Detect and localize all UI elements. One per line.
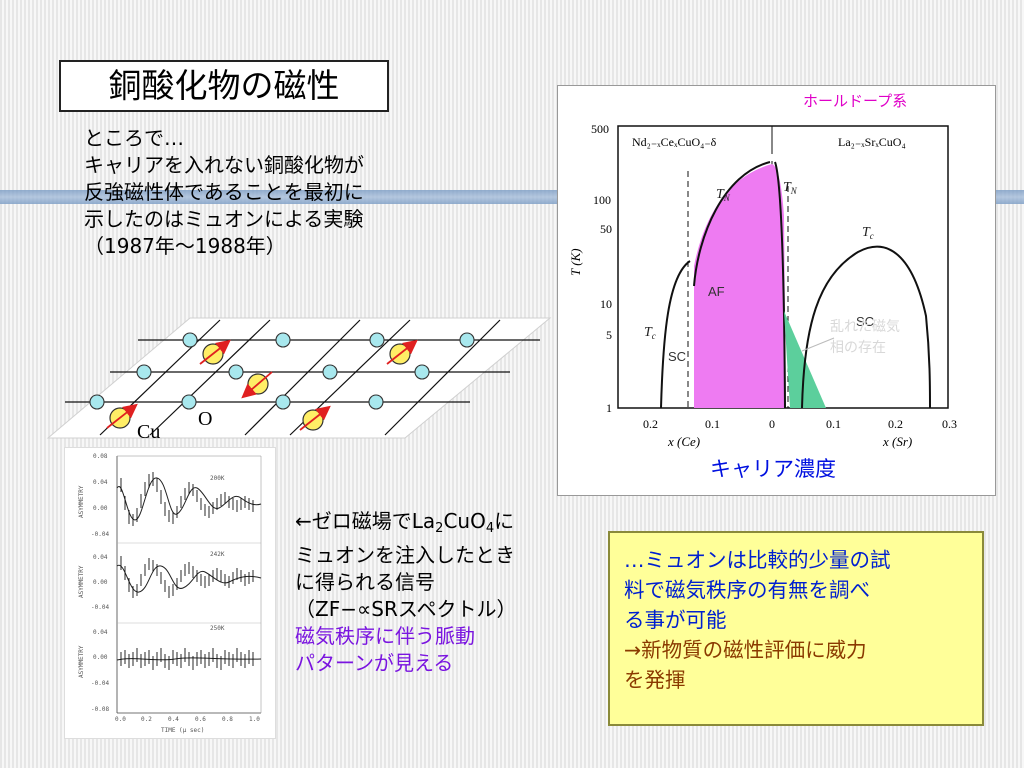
cu-atom (241, 371, 273, 399)
tick-label: 0.00 (93, 579, 108, 586)
x-tick: 0 (769, 417, 775, 431)
x-tick: 0.3 (942, 417, 957, 431)
x-right-axis-label: x (Sr) (882, 434, 912, 449)
o-atoms (89, 332, 475, 410)
tick-label: 0.00 (93, 654, 108, 661)
tick-label: 0.4 (168, 716, 179, 723)
af-region (772, 164, 786, 408)
random-magnetic-label: 乱れた磁気 (830, 318, 900, 334)
intro-line: 示したのはミュオンによる実験 (84, 207, 364, 231)
zf-line: ←ゼロ磁場でLa2CuO4に (295, 509, 515, 536)
x-left-axis-label: x (Ce) (667, 434, 700, 449)
x-tick: 0.2 (888, 417, 903, 431)
y-tick: 10 (600, 297, 612, 311)
phase-diagram-figure: ホールドープ系 Nd₂₋ₓCeₓCuO₄₋δ La₂₋ₓSrₓCuO₄ 500 … (557, 85, 996, 496)
temp-label: 200K (210, 475, 225, 482)
summary-line: る事が可能 (624, 608, 727, 632)
tick-label: 0.04 (93, 479, 108, 486)
summary-box: …ミュオンは比較的少量の試 料で磁気秩序の有無を調べ る事が可能 →新物質の磁性… (608, 531, 984, 726)
zf-description: ←ゼロ磁場でLa2CuO4に ミュオンを注入したとき に得られる信号 （ZF−∝… (295, 508, 595, 677)
tn-right-label: TN (783, 180, 798, 196)
tick-label: 0.04 (93, 554, 108, 561)
tick-label: 0.6 (195, 716, 206, 723)
tick-label: 1.0 (249, 716, 260, 723)
intro-line: キャリアを入れない銅酸化物が (84, 153, 364, 177)
cu-atom (199, 339, 231, 365)
tn-left-label: TN (716, 187, 731, 203)
x-tick: 0.2 (643, 417, 658, 431)
x-axis-label: TIME (μ sec) (161, 727, 204, 734)
x-tick: 0.1 (705, 417, 720, 431)
x-tick: 0.1 (826, 417, 841, 431)
y-axis-label: ASYMMETRY (78, 565, 85, 598)
cu-atom (299, 405, 331, 431)
tick-label: -0.04 (91, 604, 109, 611)
y-tick: 1 (606, 401, 612, 415)
random-magnetic-label: 相の存在 (830, 339, 886, 355)
zf-line: ミュオンを注入したとき (295, 543, 515, 567)
tick-label: 0.00 (93, 505, 108, 512)
af-label: AF (708, 284, 725, 299)
tick-label: 0.08 (93, 453, 108, 460)
left-compound-label: Nd₂₋ₓCeₓCuO₄₋δ (632, 135, 717, 149)
y-tick: 100 (593, 193, 611, 207)
zf-line: （ZF−∝SRスペクトル） (295, 597, 517, 621)
hole-doped-label: ホールドープ系 (803, 93, 907, 110)
right-compound-label: La₂₋ₓSrₓCuO₄ (838, 135, 906, 149)
intro-line: ところで… (84, 126, 184, 150)
y-axis-label: ASYMMETRY (78, 485, 85, 518)
carrier-concentration-label: キャリア濃度 (710, 458, 836, 481)
muon-data-points (120, 472, 254, 670)
tc-left-label: Tc (644, 325, 656, 341)
y-tick: 500 (591, 122, 609, 136)
intro-line: 反強磁性体であることを最初に (84, 180, 364, 204)
temp-label: 250K (210, 625, 225, 632)
y-axis-label: ASYMMETRY (78, 645, 85, 678)
temp-label: 242K (210, 551, 225, 558)
tick-label: 0.04 (93, 629, 108, 636)
sc-left-label: SC (668, 349, 686, 364)
tick-label: -0.04 (91, 531, 109, 538)
summary-line: …ミュオンは比較的少量の試 (624, 548, 891, 572)
summary-line: →新物質の磁性評価に威力 (624, 638, 867, 662)
cuo2-lattice-diagram: Cu O (46, 317, 552, 443)
summary-line: 料で磁気秩序の有無を調べ (624, 578, 870, 602)
tick-label: 0.2 (141, 716, 152, 723)
zf-musr-spectra-figure: 0.08 0.04 0.00 -0.04 0.04 0.00 -0.04 0.0… (64, 447, 276, 739)
lattice-plane (46, 317, 552, 439)
tick-label: -0.08 (91, 706, 109, 713)
cu-atom (386, 339, 418, 365)
af-region (694, 164, 772, 408)
sc-right-label: SC (856, 314, 874, 329)
zf-line-highlight: パターンが見える (295, 651, 454, 675)
y-axis-label: T (K) (568, 248, 583, 276)
summary-line: を発揮 (624, 668, 686, 692)
cu-atom (106, 403, 138, 429)
tick-label: 0.8 (222, 716, 233, 723)
zf-line-highlight: 磁気秩序に伴う脈動 (295, 624, 475, 648)
y-tick: 5 (606, 328, 612, 342)
slide-title: 銅酸化物の磁性 (59, 60, 389, 112)
intro-text: ところで… キャリアを入れない銅酸化物が 反強磁性体であることを最初に 示したの… (84, 125, 464, 260)
tick-label: -0.04 (91, 680, 109, 687)
o-label: O (198, 408, 212, 430)
y-tick: 50 (600, 222, 612, 236)
zf-line: に得られる信号 (295, 570, 435, 594)
cu-label: Cu (137, 421, 160, 443)
tc-right-label: Tc (862, 225, 874, 241)
tick-label: 0.0 (115, 716, 126, 723)
intro-line: （1987年～1988年） (84, 234, 286, 258)
